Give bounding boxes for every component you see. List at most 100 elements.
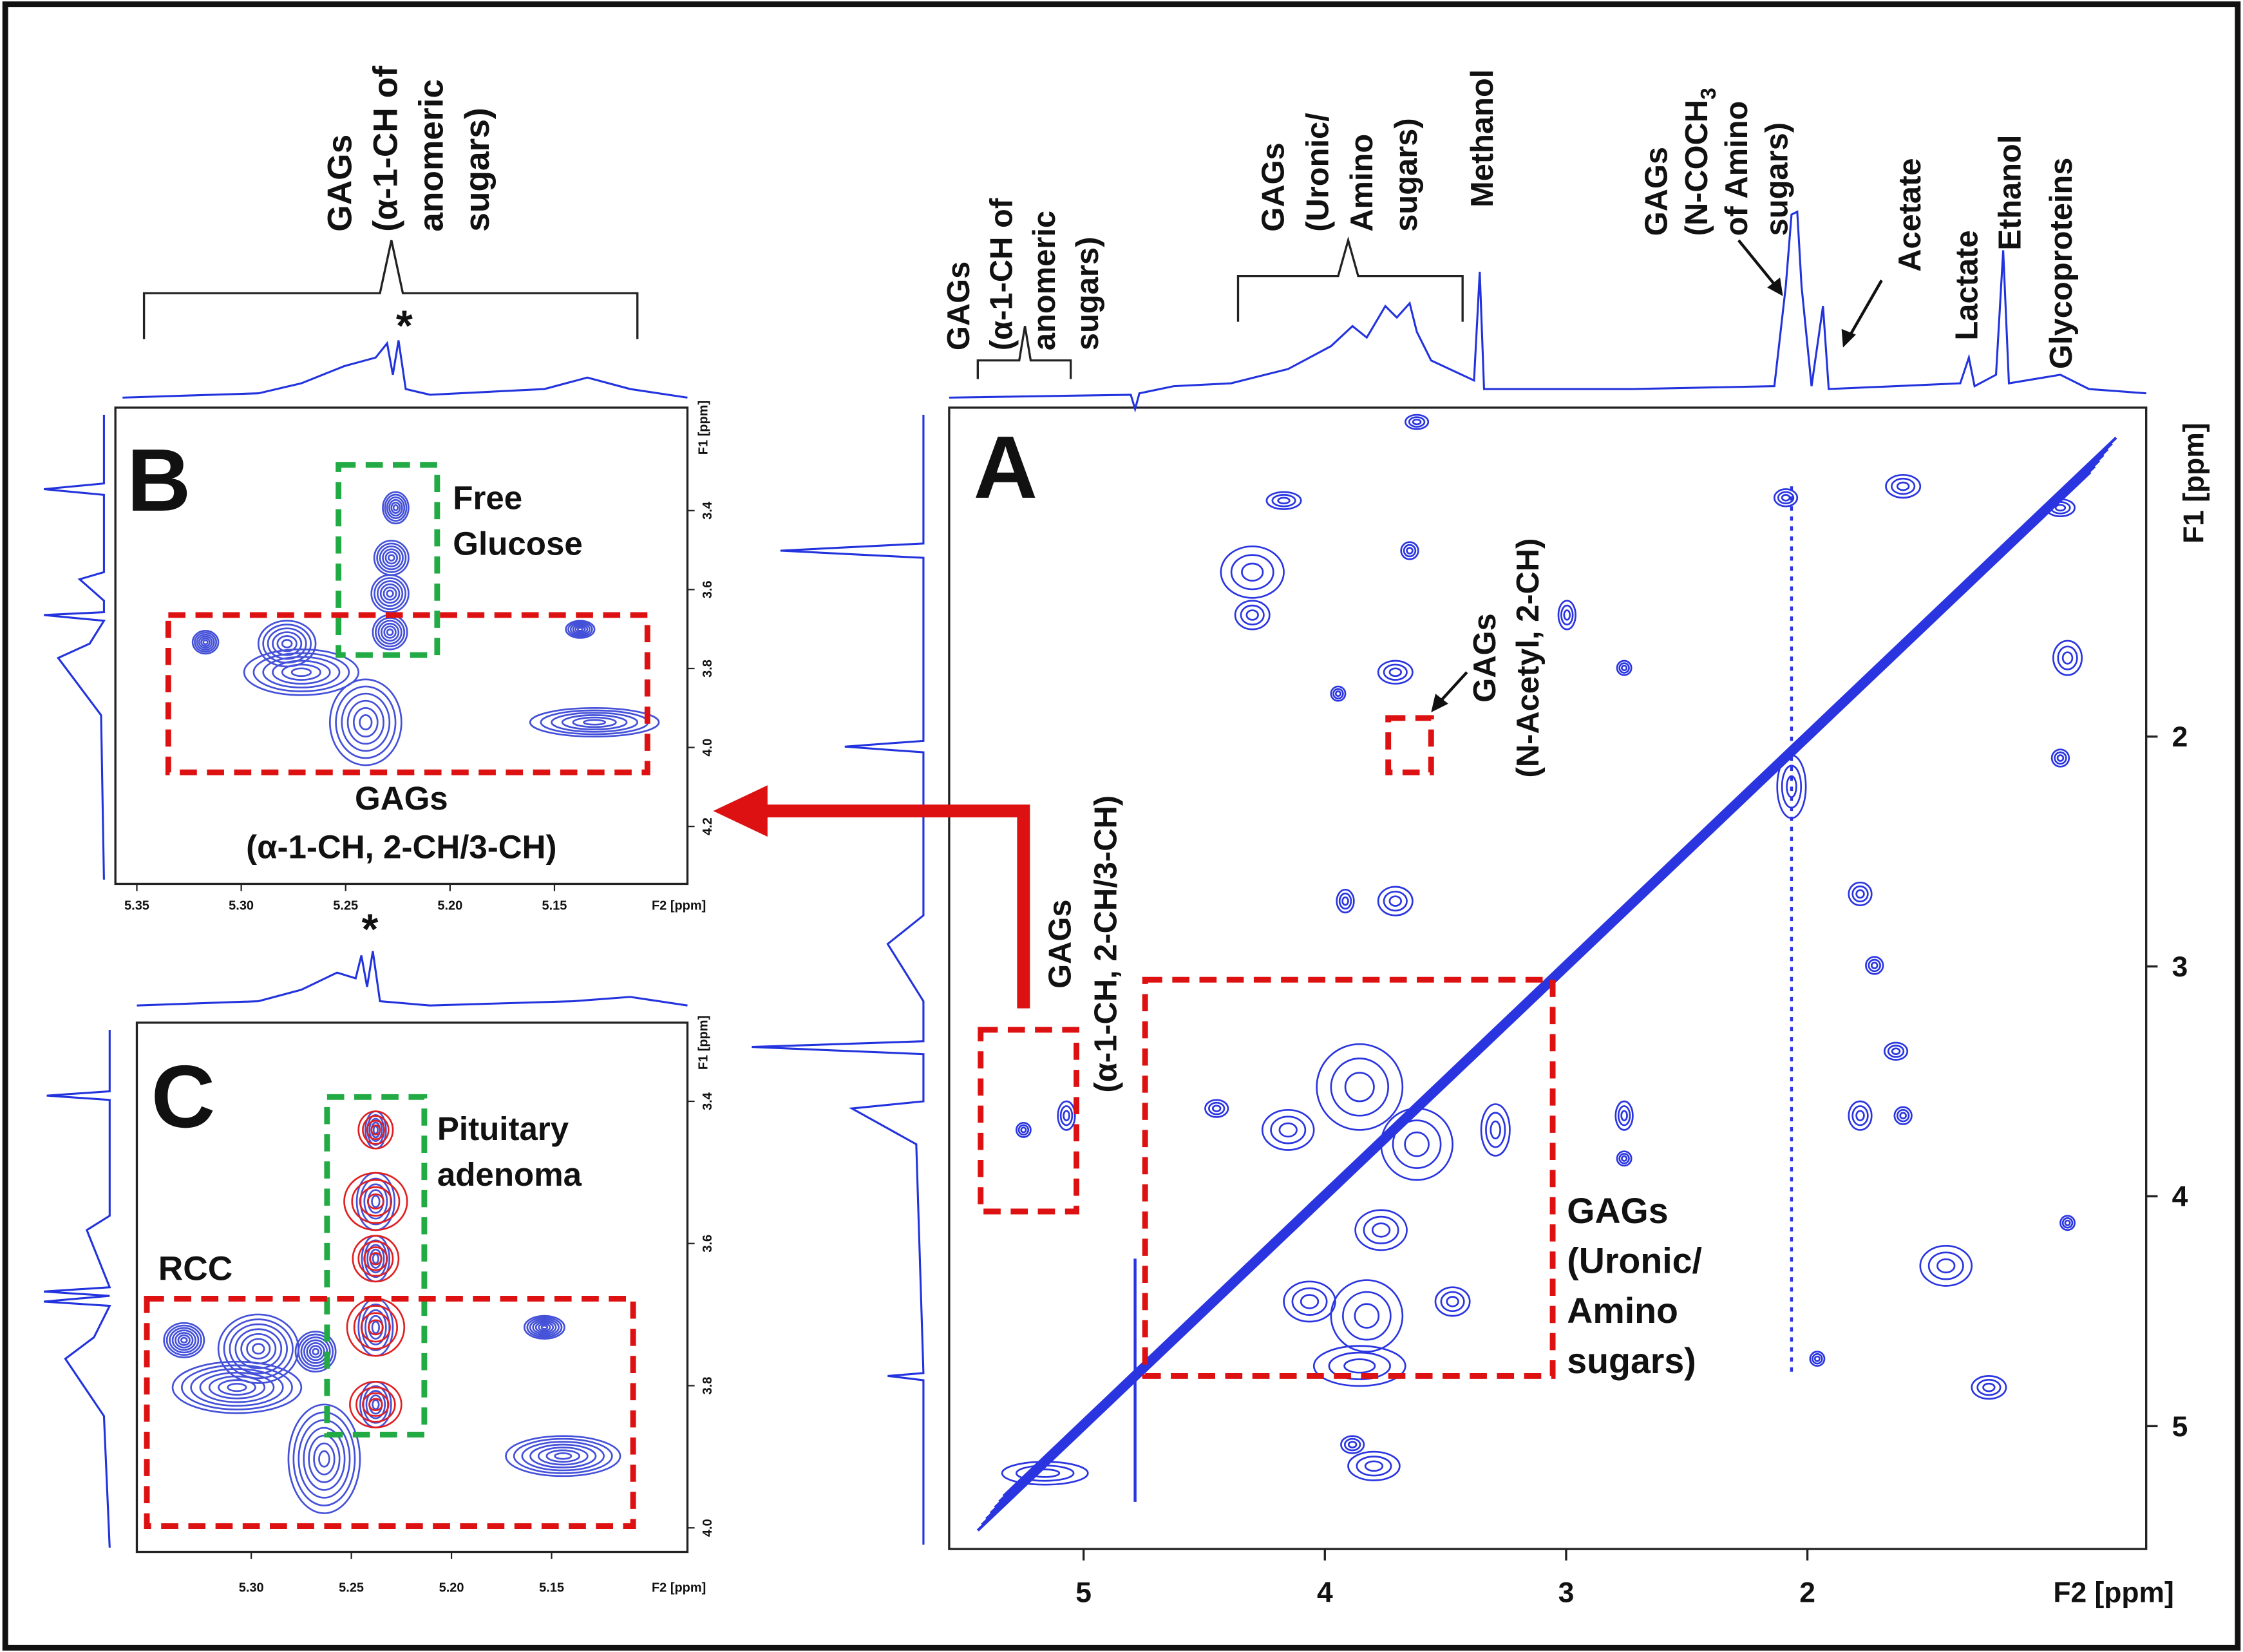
contour (246, 1338, 271, 1360)
contour (1848, 1100, 1873, 1131)
contour (1982, 1382, 1996, 1392)
x-axis-label: F2 [ppm] (2053, 1577, 2173, 1608)
contour (1883, 1041, 1909, 1061)
contour (1809, 1351, 1826, 1367)
panel-c-frame (135, 1021, 689, 1553)
contour (199, 1371, 275, 1403)
contour (1563, 609, 1571, 621)
contour (1480, 1103, 1511, 1157)
annotation: Acetate (1893, 158, 1927, 271)
contour (377, 620, 402, 645)
contour (177, 1334, 191, 1346)
y-axis-label: F1 [ppm] (697, 401, 711, 455)
annotation-subscript: 3 (1697, 88, 1721, 100)
contour (163, 1322, 205, 1358)
contour (1343, 1358, 1376, 1374)
annotation: Ethanol (1992, 135, 2027, 251)
contour (1406, 547, 1414, 555)
contour (529, 1443, 597, 1468)
contour (1400, 541, 1419, 560)
contour (1341, 896, 1349, 906)
contour (1344, 1072, 1375, 1103)
contour (308, 1345, 323, 1358)
contour (1347, 1441, 1358, 1448)
contour (2056, 754, 2065, 762)
bracket (1236, 236, 1464, 322)
contour (281, 639, 293, 649)
contour (1063, 1110, 1070, 1121)
annotation: GAGs (942, 261, 976, 350)
contour (1245, 609, 1259, 621)
arrow-head (1841, 328, 1856, 348)
contour (1383, 890, 1408, 912)
contour (272, 660, 331, 685)
panel-label: C (151, 1047, 215, 1146)
contour (1278, 1122, 1298, 1138)
arrow-head (1431, 694, 1448, 712)
contour (1404, 1131, 1430, 1157)
bracket (142, 240, 639, 339)
x-tick-label: 5.35 (124, 898, 149, 913)
annotation: adenoma (437, 1156, 582, 1193)
contour (382, 548, 401, 567)
contour (318, 1450, 330, 1468)
contour (386, 496, 406, 519)
annotation: of Amino (1719, 101, 1754, 236)
annotation: sugars) (1070, 237, 1105, 350)
contour (376, 542, 407, 573)
contour (298, 1333, 334, 1370)
contour (1392, 1119, 1442, 1169)
contour (1328, 1351, 1391, 1380)
annotation: Glycoproteins (2044, 158, 2079, 369)
y-tick-label: 3.8 (701, 1377, 715, 1395)
annotation: (N-Acetyl, 2-CH) (1511, 538, 1546, 778)
panel-label: B (127, 431, 191, 530)
contour (287, 1403, 361, 1514)
contour (371, 1320, 381, 1334)
contour (1208, 1101, 1226, 1116)
contour (551, 712, 639, 733)
contour (180, 1364, 293, 1410)
annotation: GAGs (1567, 1191, 1668, 1231)
contour (353, 1305, 399, 1350)
contour (313, 1442, 336, 1476)
contour (1560, 604, 1574, 626)
y-tick-label: 4.0 (701, 739, 715, 757)
contour (234, 1328, 283, 1369)
contour (583, 719, 607, 726)
contour (1291, 1287, 1328, 1316)
panel-c-left-spectrum (44, 1029, 111, 1548)
panel-b-contours (191, 491, 660, 766)
annotation: RCC (158, 1250, 232, 1288)
contour (1380, 1107, 1453, 1181)
contour (561, 714, 628, 730)
contour (1261, 1108, 1315, 1151)
annotation: sugars) (1389, 118, 1424, 231)
annotation: GAGs (1256, 142, 1291, 231)
marker: * (362, 906, 379, 954)
contour (1330, 685, 1347, 702)
contour (1356, 1456, 1392, 1477)
contour (1891, 1047, 1901, 1056)
contour (349, 1380, 402, 1429)
contour (1885, 473, 1922, 499)
contour (540, 1325, 549, 1330)
y-tick-label: 3.8 (701, 660, 715, 678)
contour (243, 648, 360, 696)
x-tick-label: 4 (1317, 1577, 1333, 1608)
contour (1812, 1353, 1823, 1365)
contour (1621, 665, 1628, 672)
contour (368, 1117, 383, 1143)
contour (191, 630, 220, 655)
contour (1363, 1215, 1399, 1244)
panel-a-left-spectrum (752, 415, 925, 1545)
contour (372, 1125, 379, 1135)
contour (1354, 1209, 1408, 1251)
x-tick-label: 5.20 (439, 1581, 464, 1595)
contour (390, 501, 401, 514)
annotation: Amino (1567, 1291, 1678, 1331)
panel-c-top-spectrum (137, 951, 688, 1007)
uronic-box (1142, 976, 1556, 1379)
contour (535, 1321, 554, 1333)
y-tick-label: 2 (2172, 721, 2188, 753)
